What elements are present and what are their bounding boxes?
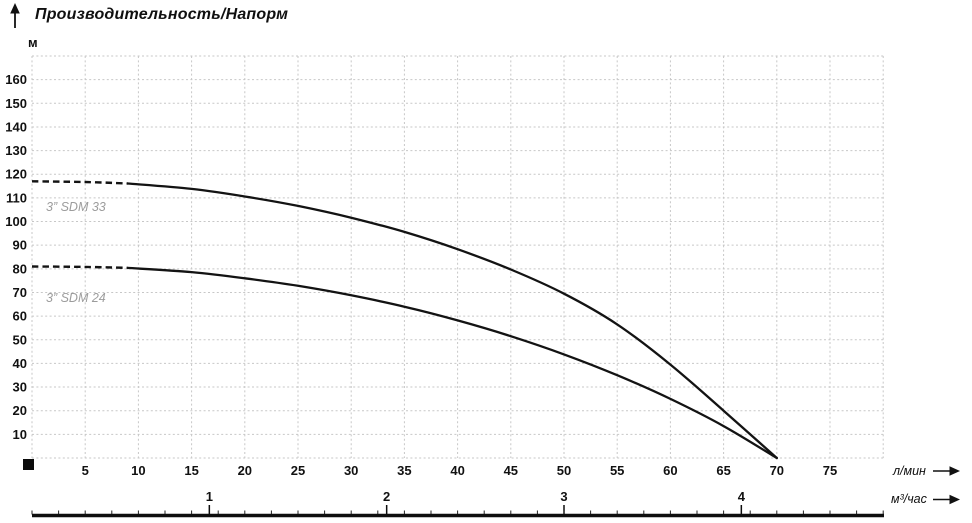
scale-tick: [297, 510, 299, 515]
x-tick-label: 70: [770, 463, 784, 478]
x-tick-label: 75: [823, 463, 837, 478]
x-tick-label: 40: [450, 463, 464, 478]
y-tick-label: 40: [13, 356, 27, 371]
y-tick-label: 140: [5, 119, 27, 134]
scale-tick: [882, 510, 884, 515]
chart-title: Производительность/Напорм: [35, 6, 289, 23]
x-axis-unit-label: л/мин: [893, 464, 926, 478]
scale-bar-layer: [31, 505, 884, 516]
scale-tick: [350, 510, 352, 515]
scale-tick: [776, 510, 778, 515]
x-axis-right-arrow-icon: [933, 466, 960, 476]
scale-major-tick: [208, 505, 211, 516]
scale-tick: [58, 510, 60, 515]
scale-tick: [643, 510, 645, 515]
x-tick-label: 15: [184, 463, 198, 478]
x-tick-label: 5: [82, 463, 89, 478]
x-secondary-tick-label: 3: [560, 489, 567, 504]
scale-tick: [244, 510, 246, 515]
x-axis-secondary-unit-label: м³/час: [891, 492, 927, 506]
series-label-1: 3” SDM 24: [46, 291, 106, 305]
y-tick-label: 90: [13, 238, 27, 253]
x-tick-label: 25: [291, 463, 305, 478]
scale-tick: [164, 510, 166, 515]
y-tick-label: 10: [13, 427, 27, 442]
grid-layer: [31, 55, 884, 459]
x-tick-label: 20: [238, 463, 252, 478]
scale-tick: [377, 510, 379, 515]
y-tick-label: 160: [5, 72, 27, 87]
x-tick-label: 45: [504, 463, 518, 478]
scale-tick: [403, 510, 405, 515]
scale-tick: [111, 510, 113, 515]
y-tick-label: 70: [13, 285, 27, 300]
scale-tick: [191, 510, 193, 515]
y-tick-label: 110: [6, 190, 27, 205]
x-tick-label: 30: [344, 463, 358, 478]
x-tick-label: 50: [557, 463, 571, 478]
scale-tick: [270, 510, 272, 515]
x-axis-secondary-right-arrow-icon: [933, 494, 960, 505]
axis-labels-layer: 1020304050607080901001101201301401501605…: [5, 72, 837, 504]
scale-tick: [856, 510, 858, 515]
scale-tick: [510, 510, 512, 515]
y-tick-label: 30: [13, 380, 27, 395]
y-tick-label: 120: [5, 167, 27, 182]
scale-tick: [829, 510, 831, 515]
scale-tick: [84, 510, 86, 515]
scale-tick: [137, 510, 139, 515]
x-secondary-tick-label: 1: [206, 489, 213, 504]
scale-tick: [536, 510, 538, 515]
scale-tick: [563, 510, 565, 515]
scale-tick: [669, 510, 671, 515]
x-tick-label: 10: [131, 463, 145, 478]
y-tick-label: 100: [5, 214, 27, 229]
y-tick-label: 50: [13, 332, 27, 347]
scale-major-tick: [740, 505, 743, 516]
x-secondary-tick-label: 4: [738, 489, 746, 504]
scale-tick: [749, 510, 751, 515]
scale-major-tick: [385, 505, 388, 516]
series-curve-dashed-0: [31, 180, 128, 185]
y-tick-label: 130: [5, 143, 27, 158]
x-tick-label: 55: [610, 463, 624, 478]
scale-tick: [430, 510, 432, 515]
x-tick-label: 35: [397, 463, 411, 478]
y-tick-label: 20: [13, 403, 27, 418]
series-curve-1: [126, 266, 778, 460]
y-tick-label: 150: [5, 96, 27, 111]
series-curve-dashed-1: [31, 265, 128, 270]
scale-tick: [696, 510, 698, 515]
x-tick-label: 65: [716, 463, 730, 478]
scale-tick: [457, 510, 459, 515]
series-label-0: 3” SDM 33: [46, 200, 106, 214]
scale-tick: [324, 510, 326, 515]
y-tick-label: 60: [13, 309, 27, 324]
y-axis-up-arrow-icon: [10, 3, 20, 28]
scale-tick: [217, 510, 219, 515]
origin-marker: [23, 459, 34, 470]
y-tick-label: 80: [13, 261, 27, 276]
scale-tick: [723, 510, 725, 515]
x-secondary-tick-label: 2: [383, 489, 390, 504]
curves-layer: 3” SDM 33 3” SDM 24: [31, 180, 778, 460]
scale-tick: [483, 510, 485, 515]
scale-tick: [590, 510, 592, 515]
series-curve-0: [126, 182, 778, 460]
x-tick-label: 60: [663, 463, 677, 478]
y-axis-unit-label: м: [28, 35, 38, 50]
scale-tick: [31, 510, 33, 515]
scale-tick: [802, 510, 804, 515]
scale-tick: [616, 510, 618, 515]
